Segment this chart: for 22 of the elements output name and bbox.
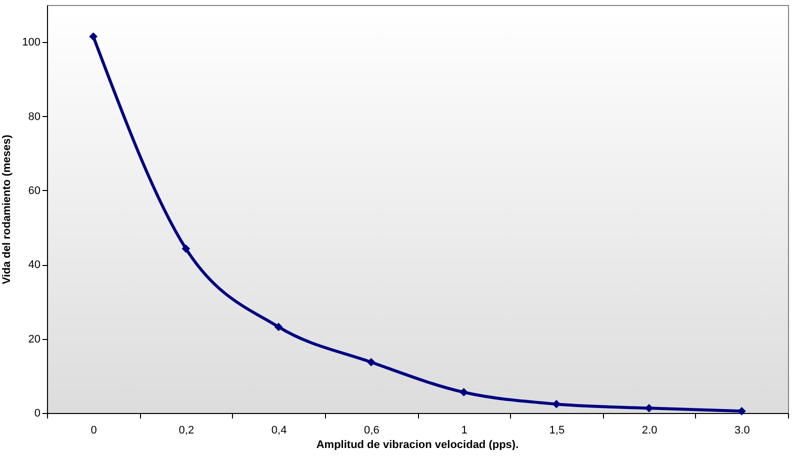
y-tick-label: 60 <box>28 184 40 197</box>
point <box>738 406 746 416</box>
x-tick-label: 1,5 <box>549 424 565 436</box>
x-tick-label: 0,6 <box>364 424 380 436</box>
y-tick-label: 40 <box>28 259 40 272</box>
y-tick-label: 100 <box>22 36 40 49</box>
y-tick-label: 20 <box>28 333 40 346</box>
y-tick-label: 0 <box>34 408 40 420</box>
x-tick-label: 0 <box>90 424 97 436</box>
x-tick-label: 3.0 <box>734 424 750 436</box>
x-axis-title: Amplitud de vibracion velocidad (pps). <box>316 439 519 451</box>
point <box>182 244 190 253</box>
y-axis-title: Vida del rodamiento (meses) <box>1 134 14 284</box>
x-tick-label: 2.0 <box>642 424 658 436</box>
point <box>367 358 376 366</box>
y-tick-label: 80 <box>28 110 40 123</box>
point <box>274 322 283 332</box>
x-tick-label: 0,2 <box>178 424 194 436</box>
x-tick-label: 0,4 <box>271 424 287 436</box>
x-tick-label: 1 <box>461 424 468 436</box>
point <box>460 388 468 396</box>
point <box>89 32 98 41</box>
